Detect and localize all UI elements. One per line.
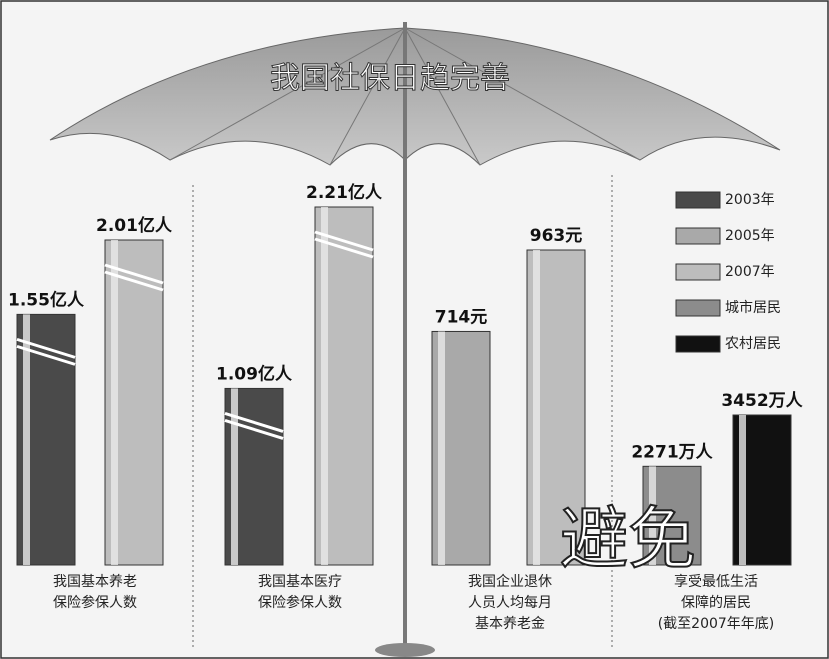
category-label: 我国企业退休 人员人均每月 基本养老金	[420, 572, 600, 635]
legend-swatch	[676, 228, 720, 244]
bar-highlight	[111, 240, 118, 565]
legend-swatch	[676, 300, 720, 316]
bar-highlight	[23, 314, 30, 565]
legend-swatch	[676, 336, 720, 352]
value-label: 2271万人	[631, 442, 713, 462]
legend-label: 2003年	[725, 192, 775, 208]
infographic: 我国社保日趋完善 1.55亿人 2.01亿人 1.09亿人 2.21亿人 714元 963…	[0, 0, 829, 659]
value-label: 1.09亿人	[216, 363, 293, 384]
bar-highlight	[533, 250, 540, 565]
category-label: 我国基本养老 保险参保人数	[5, 572, 185, 614]
bar-highlight	[321, 207, 328, 565]
legend-label: 2005年	[725, 228, 775, 244]
category-label: 我国基本医疗 保险参保人数	[210, 572, 390, 614]
legend-label: 城市居民	[725, 299, 781, 316]
bar-highlight	[739, 415, 746, 565]
watermark: 避免	[560, 501, 696, 580]
value-label: 2.01亿人	[96, 215, 173, 236]
value-label: 1.55亿人	[8, 289, 85, 310]
value-label: 3452万人	[721, 391, 803, 411]
chart: 我国社保日趋完善 1.55亿人 2.01亿人 1.09亿人 2.21亿人 714元 963…	[0, 0, 829, 659]
legend-label: 2007年	[725, 264, 775, 280]
bar-highlight	[438, 331, 445, 565]
umbrella-base	[375, 643, 435, 657]
category-label: 享受最低生活 保障的居民 (截至2007年年底)	[626, 572, 806, 635]
value-label: 963元	[530, 226, 583, 246]
value-label: 714元	[435, 307, 488, 327]
legend-swatch	[676, 264, 720, 280]
umbrella-canopy	[50, 28, 780, 165]
legend-swatch	[676, 192, 720, 208]
value-label: 2.21亿人	[306, 182, 383, 203]
chart-title: 我国社保日趋完善	[270, 61, 510, 96]
legend-label: 农村居民	[725, 336, 781, 352]
